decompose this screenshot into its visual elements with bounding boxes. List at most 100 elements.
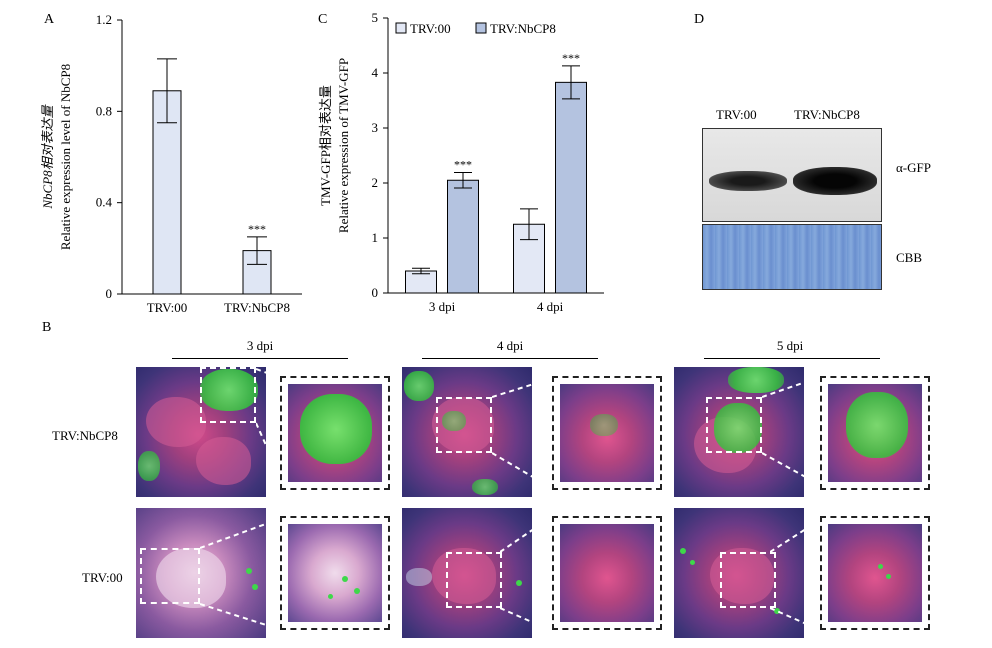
y-tick-label: 1.2: [96, 12, 112, 27]
zoom-region: [720, 552, 776, 608]
gfp-fluorescence: [252, 584, 258, 590]
cbb-stain-membrane: [702, 224, 882, 290]
timepoint-line-5dpi: [704, 358, 880, 359]
panel-letter-b: B: [42, 320, 52, 335]
row-label-trvnbcp8: TRV:NbCP8: [52, 428, 118, 443]
zoom-region: [436, 397, 492, 453]
gfp-fluorescence: [354, 588, 360, 594]
gfp-fluorescence: [714, 403, 762, 453]
zoom-inset-trvnbcp8-3dpi: [280, 376, 390, 490]
timepoint-label-4dpi: 4 dpi: [496, 338, 524, 353]
y-tick-label: 0: [372, 285, 379, 300]
gfp-fluorescence: [774, 608, 780, 614]
legend-label: TRV:NbCP8: [490, 21, 556, 36]
gfp-band-label: α-GFP: [896, 160, 931, 175]
y-axis-label-line1: TMV-GFP相对表达量: [318, 85, 333, 206]
x-tick-label: TRV:00: [147, 300, 188, 315]
gfp-fluorescence: [472, 479, 498, 495]
gfp-fluorescence: [404, 371, 434, 401]
gfp-fluorescence: [846, 392, 908, 458]
plant-photo-trv00-5dpi: [674, 508, 804, 638]
zoom-inset-trvnbcp8-5dpi: [820, 376, 930, 490]
significance-marker: ***: [248, 222, 266, 236]
leaf: [146, 397, 206, 447]
timepoint-line-4dpi: [422, 358, 598, 359]
gfp-band-trv00: [709, 171, 787, 191]
y-tick-label: 0: [106, 286, 113, 301]
zoom-region: [200, 367, 256, 423]
timepoint-label-5dpi: 5 dpi: [776, 338, 804, 353]
panel-letter-c: C: [318, 12, 328, 27]
gfp-fluorescence: [342, 576, 348, 582]
leaf: [156, 548, 226, 608]
y-tick-label: 0.4: [96, 195, 113, 210]
y-tick-label: 5: [372, 10, 379, 25]
zoom-region: [140, 548, 200, 604]
bar: [447, 179, 479, 294]
plant-photo-trvnbcp8-5dpi: [674, 367, 804, 497]
gfp-blot-membrane: [702, 128, 882, 222]
y-tick-label: 0.8: [96, 103, 112, 118]
zoom-inset-trv00-4dpi: [552, 516, 662, 630]
leaf: [196, 437, 251, 485]
gfp-fluorescence: [200, 369, 258, 411]
legend-swatch: [395, 22, 407, 34]
panel-letter-a: A: [44, 12, 55, 27]
gfp-fluorescence: [516, 580, 522, 586]
timepoint-label-3dpi: 3 dpi: [246, 338, 274, 353]
zoom-connector: [200, 517, 283, 631]
y-tick-label: 4: [372, 65, 379, 80]
gfp-fluorescence: [680, 548, 686, 554]
gfp-fluorescence: [590, 414, 618, 436]
plant-photo-trv00-3dpi: [136, 508, 266, 638]
zoom-inset-trv00-3dpi: [280, 516, 390, 630]
significance-marker: ***: [454, 158, 472, 172]
chart-c: 0 1 2 3 4 5 TMV-GFP相对表达量 Relative expression of…: [318, 10, 604, 314]
zoom-inset-trvnbcp8-4dpi: [552, 376, 662, 490]
gfp-fluorescence: [406, 568, 432, 586]
plant-photo-trvnbcp8-3dpi: [136, 367, 266, 497]
y-tick-label: 3: [372, 120, 379, 135]
plant-photo-trvnbcp8-4dpi: [402, 367, 532, 497]
zoom-region: [706, 397, 762, 453]
blot-lane-trvnbcp8: TRV:NbCP8: [794, 107, 860, 122]
zoom-connector: [500, 517, 551, 631]
western-blot: TRV:00 TRV:NbCP8 α-GFP CBB: [690, 10, 980, 300]
bar: [555, 81, 587, 294]
gfp-fluorescence: [878, 564, 883, 569]
zoom-connector: [770, 519, 821, 631]
plant-photo-trv00-4dpi: [402, 508, 532, 638]
panel-letter-d: D: [694, 12, 705, 27]
y-tick-label: 2: [372, 175, 379, 190]
zoom-connector: [492, 378, 551, 488]
x-tick-label: TRV:NbCP8: [224, 300, 290, 315]
gfp-fluorescence: [300, 394, 372, 464]
bar: [405, 270, 437, 294]
gfp-fluorescence: [328, 594, 333, 599]
chart-a: 0 0.4 0.8 1.2 NbCP8相对表达量 Relative expression …: [40, 12, 302, 315]
gfp-fluorescence: [246, 568, 252, 574]
significance-marker: ***: [562, 51, 580, 65]
legend-label: TRV:00: [410, 21, 451, 36]
blot-lane-trv00: TRV:00: [716, 107, 757, 122]
row-label-trv00: TRV:00: [82, 570, 123, 585]
legend-swatch: [475, 22, 487, 34]
leaf: [432, 548, 496, 604]
zoom-inset-trv00-5dpi: [820, 516, 930, 630]
x-tick-label: 4 dpi: [537, 299, 564, 314]
zoom-connector: [762, 376, 821, 486]
y-axis-label-line2: Relative expression of TMV-GFP: [336, 58, 351, 233]
timepoint-line-3dpi: [172, 358, 348, 359]
zoom-region: [446, 552, 502, 608]
gfp-fluorescence: [728, 367, 784, 393]
y-tick-label: 1: [372, 230, 379, 245]
zoom-connector: [256, 368, 285, 486]
gfp-fluorescence: [690, 560, 695, 565]
cbb-stain-label: CBB: [896, 250, 923, 265]
y-axis-label-line1: NbCP8相对表达量: [40, 103, 55, 209]
y-axis-label-line2: Relative expression level of NbCP8: [58, 64, 73, 250]
x-tick-label: 3 dpi: [429, 299, 456, 314]
gfp-fluorescence: [442, 411, 466, 431]
gfp-fluorescence: [886, 574, 891, 579]
phenotype-panel: 3 dpi 4 dpi 5 dpi TRV:NbCP8 TRV:00: [0, 330, 992, 648]
